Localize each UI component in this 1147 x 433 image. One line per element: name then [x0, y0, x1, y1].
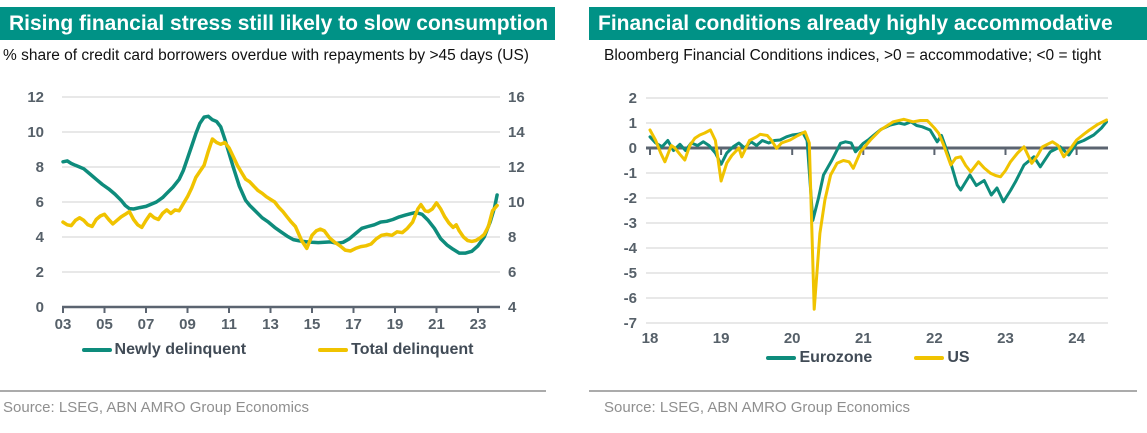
svg-text:-3: -3 — [624, 215, 637, 232]
svg-text:8: 8 — [36, 159, 44, 176]
legend-label: Newly delinquent — [114, 341, 247, 358]
legend-label: Eurozone — [799, 349, 873, 366]
left-chart-subtitle: % share of credit card borrowers overdue… — [3, 47, 529, 64]
teal-line-swatch — [766, 356, 797, 360]
svg-text:10: 10 — [27, 124, 44, 141]
svg-text:13: 13 — [262, 316, 279, 333]
svg-text:18: 18 — [642, 330, 659, 347]
yellow-line-swatch — [318, 348, 349, 352]
divider-line — [0, 390, 546, 392]
svg-text:22: 22 — [926, 330, 943, 347]
source-note: Source: LSEG, ABN AMRO Group Economics — [3, 399, 309, 416]
right-chart-title: Financial conditions already highly acco… — [589, 7, 1147, 40]
svg-text:1: 1 — [629, 115, 637, 132]
legend-item-us: US — [914, 349, 970, 367]
svg-text:03: 03 — [55, 316, 72, 333]
svg-text:21: 21 — [428, 316, 445, 333]
svg-text:16: 16 — [508, 89, 525, 106]
svg-text:0: 0 — [36, 299, 44, 316]
svg-text:-1: -1 — [624, 165, 637, 182]
delinquency-line-chart: 0 2 4 6 8 10 12 4 6 8 10 12 14 16 03 05 07 09 11 13 15 17 19 21… — [27, 89, 525, 333]
svg-text:-7: -7 — [624, 315, 637, 332]
legend-item-total-delinquent: Total delinquent — [318, 341, 473, 359]
svg-text:19: 19 — [713, 330, 730, 347]
teal-line-swatch — [81, 348, 112, 352]
svg-text:21: 21 — [855, 330, 872, 347]
source-note: Source: LSEG, ABN AMRO Group Economics — [604, 399, 910, 416]
svg-text:-6: -6 — [624, 290, 637, 307]
svg-text:4: 4 — [36, 229, 45, 246]
svg-text:07: 07 — [138, 316, 155, 333]
right-chart-panel: Financial conditions already highly acco… — [589, 0, 1147, 433]
svg-text:10: 10 — [508, 194, 525, 211]
svg-text:09: 09 — [179, 316, 196, 333]
right-chart-subtitle: Bloomberg Financial Conditions indices, … — [604, 47, 1102, 64]
svg-text:6: 6 — [36, 194, 44, 211]
legend-item-eurozone: Eurozone — [766, 349, 872, 367]
left-chart-panel: Rising financial stress still likely to … — [0, 0, 555, 433]
svg-text:14: 14 — [508, 124, 525, 141]
svg-text:2: 2 — [629, 90, 637, 107]
svg-text:12: 12 — [27, 89, 44, 106]
svg-text:24: 24 — [1068, 330, 1085, 347]
right-chart-legend: Eurozone US — [589, 349, 1147, 367]
svg-text:23: 23 — [470, 316, 487, 333]
svg-text:-4: -4 — [624, 240, 638, 257]
legend-label: Total delinquent — [351, 341, 474, 358]
svg-text:11: 11 — [221, 316, 237, 333]
svg-text:6: 6 — [508, 264, 516, 281]
svg-text:-5: -5 — [624, 265, 637, 282]
svg-text:-2: -2 — [624, 190, 637, 207]
legend-label: US — [947, 349, 970, 366]
svg-text:12: 12 — [508, 159, 525, 176]
svg-text:19: 19 — [387, 316, 404, 333]
yellow-line-swatch — [914, 356, 945, 360]
svg-text:8: 8 — [508, 229, 516, 246]
legend-item-newly-delinquent: Newly delinquent — [81, 341, 247, 359]
financial-conditions-line-chart: 210-1-2-3-4-5-6-718 19 20 21 22 23 24 — [624, 90, 1108, 347]
svg-text:17: 17 — [345, 316, 362, 333]
svg-text:20: 20 — [784, 330, 801, 347]
svg-text:05: 05 — [96, 316, 113, 333]
divider-line — [589, 390, 1137, 392]
svg-text:4: 4 — [508, 299, 517, 316]
svg-text:2: 2 — [36, 264, 44, 281]
left-chart-title: Rising financial stress still likely to … — [0, 7, 555, 40]
svg-text:0: 0 — [629, 140, 637, 157]
svg-text:15: 15 — [304, 316, 321, 333]
left-chart-legend: Newly delinquent Total delinquent — [0, 341, 555, 359]
svg-text:23: 23 — [997, 330, 1014, 347]
